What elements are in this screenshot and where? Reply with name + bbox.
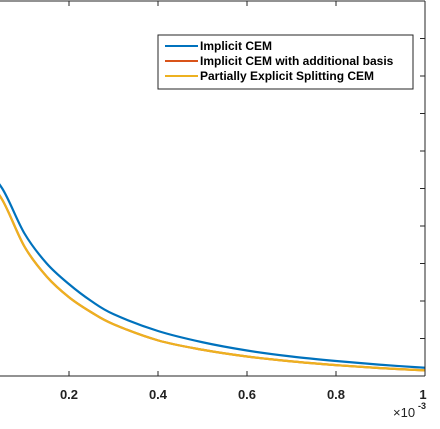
x-tick-labels: 0.2 0.4 0.6 0.8 1 <box>60 387 427 402</box>
x-tick-label: 1 <box>419 387 426 402</box>
x-tick-label: 0.8 <box>327 387 345 402</box>
x-tick-label: 0.6 <box>238 387 256 402</box>
legend-label: Implicit CEM with additional basis <box>200 54 394 68</box>
series-curves <box>0 183 425 372</box>
axis-ticks <box>68 1 426 376</box>
legend-label: Implicit CEM <box>200 39 272 53</box>
series-line-implicit-cem <box>0 183 425 369</box>
x-exponent-base: ×10 <box>393 405 415 420</box>
legend-box <box>157 34 414 90</box>
x-tick-label: 0.2 <box>60 387 78 402</box>
x-exponent-power: -3 <box>418 401 426 411</box>
series-line-partially-explicit-splitting-cem <box>0 194 425 372</box>
x-tick-label: 0.4 <box>149 387 168 402</box>
legend-label: Partially Explicit Splitting CEM <box>200 69 374 83</box>
